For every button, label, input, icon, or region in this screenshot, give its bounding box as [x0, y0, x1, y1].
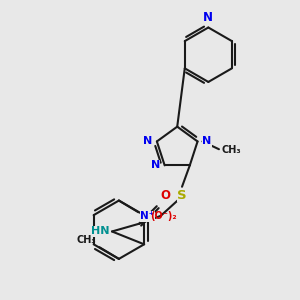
Text: N: N [203, 11, 213, 24]
Text: (O⁻)₂: (O⁻)₂ [150, 211, 177, 221]
Text: HN: HN [91, 226, 109, 236]
Text: S: S [177, 189, 187, 202]
Text: N⁺: N⁺ [140, 211, 154, 221]
Text: N: N [143, 136, 152, 146]
Text: CH₃: CH₃ [222, 145, 242, 155]
Text: N: N [151, 160, 160, 170]
Text: N: N [202, 136, 212, 146]
Text: CH₃: CH₃ [77, 235, 97, 245]
Text: O: O [160, 189, 171, 202]
